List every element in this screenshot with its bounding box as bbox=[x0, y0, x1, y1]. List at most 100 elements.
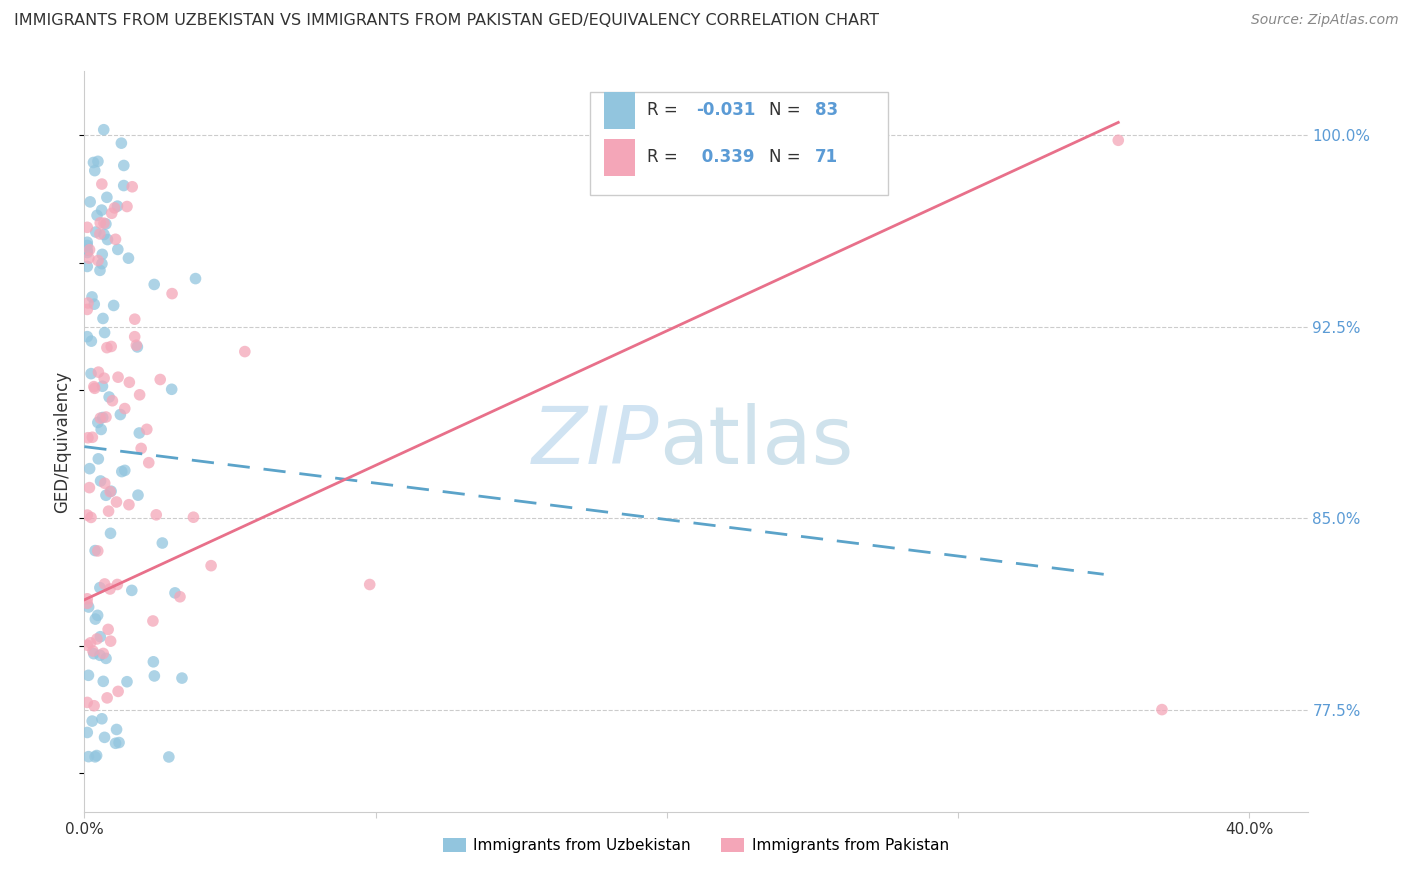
FancyBboxPatch shape bbox=[605, 92, 636, 128]
Point bbox=[107, 199, 129, 213]
Point bbox=[83, 698, 105, 713]
Point bbox=[77, 668, 100, 682]
Text: R =: R = bbox=[647, 148, 683, 166]
Point bbox=[100, 634, 122, 648]
Point bbox=[98, 484, 121, 499]
Point bbox=[145, 508, 167, 522]
Point bbox=[115, 674, 138, 689]
Point bbox=[89, 411, 111, 425]
Text: N =: N = bbox=[769, 148, 806, 166]
Point bbox=[105, 577, 128, 591]
Point bbox=[105, 723, 128, 737]
Point bbox=[142, 655, 165, 669]
Point bbox=[76, 695, 98, 709]
Point bbox=[97, 623, 120, 637]
Point bbox=[76, 508, 98, 522]
Point bbox=[87, 451, 110, 466]
Point bbox=[90, 257, 112, 271]
Point bbox=[94, 217, 117, 231]
Point bbox=[79, 636, 101, 650]
Point bbox=[121, 179, 143, 194]
Point bbox=[117, 251, 139, 265]
Point bbox=[160, 286, 183, 301]
Point bbox=[89, 227, 111, 241]
Point bbox=[84, 612, 107, 626]
Point bbox=[104, 232, 127, 246]
Point bbox=[183, 510, 205, 524]
Point bbox=[90, 203, 112, 218]
Point bbox=[104, 201, 127, 215]
Point bbox=[80, 510, 103, 524]
Point bbox=[93, 577, 115, 591]
Point bbox=[87, 253, 110, 268]
Point bbox=[96, 690, 118, 705]
Point bbox=[91, 410, 114, 425]
Point bbox=[82, 430, 104, 444]
Text: atlas: atlas bbox=[659, 402, 853, 481]
Text: N =: N = bbox=[769, 101, 806, 119]
Point bbox=[91, 311, 114, 326]
Point bbox=[157, 750, 180, 764]
Point bbox=[84, 749, 107, 764]
Point bbox=[128, 388, 150, 402]
Point bbox=[76, 329, 98, 343]
Text: ZIP: ZIP bbox=[531, 402, 659, 481]
Point bbox=[170, 671, 193, 685]
Point bbox=[112, 178, 135, 193]
Point bbox=[127, 340, 149, 354]
Point bbox=[118, 376, 141, 390]
Point bbox=[77, 600, 100, 615]
Point bbox=[138, 456, 160, 470]
Text: Source: ZipAtlas.com: Source: ZipAtlas.com bbox=[1251, 13, 1399, 28]
Point bbox=[87, 416, 110, 430]
Point bbox=[105, 495, 128, 509]
Point bbox=[115, 200, 138, 214]
Point bbox=[100, 339, 122, 353]
Point bbox=[76, 302, 98, 317]
Point bbox=[84, 225, 107, 239]
Point bbox=[84, 543, 107, 558]
Point bbox=[160, 382, 183, 396]
Point bbox=[76, 245, 98, 260]
Point bbox=[93, 326, 115, 340]
Point bbox=[90, 712, 112, 726]
Point bbox=[98, 390, 121, 404]
Point bbox=[83, 381, 105, 395]
Point bbox=[87, 365, 110, 379]
Point bbox=[87, 154, 110, 169]
Point bbox=[79, 194, 101, 209]
Point bbox=[76, 220, 98, 235]
Text: R =: R = bbox=[647, 101, 683, 119]
Point bbox=[114, 401, 136, 416]
Y-axis label: GED/Equivalency: GED/Equivalency bbox=[53, 370, 72, 513]
Point bbox=[82, 714, 104, 728]
Point bbox=[118, 498, 141, 512]
Point bbox=[86, 632, 108, 646]
Point bbox=[100, 526, 122, 541]
Point bbox=[77, 431, 100, 445]
Point bbox=[1107, 133, 1129, 147]
Point bbox=[82, 644, 104, 658]
Point bbox=[80, 290, 103, 304]
Point bbox=[142, 614, 165, 628]
Point bbox=[104, 736, 127, 750]
FancyBboxPatch shape bbox=[605, 138, 636, 176]
Point bbox=[76, 591, 98, 606]
Point bbox=[76, 638, 98, 652]
Point bbox=[100, 484, 122, 499]
Text: 71: 71 bbox=[814, 148, 838, 166]
Point bbox=[94, 410, 117, 425]
Point bbox=[76, 243, 98, 257]
Point bbox=[90, 474, 112, 488]
Point bbox=[128, 425, 150, 440]
Point bbox=[184, 271, 207, 285]
Point bbox=[93, 371, 115, 385]
Point bbox=[89, 630, 111, 644]
Point bbox=[83, 297, 105, 311]
Point bbox=[127, 488, 149, 502]
Point bbox=[91, 247, 114, 261]
Point bbox=[94, 488, 117, 502]
Point bbox=[124, 329, 146, 343]
Point bbox=[76, 235, 98, 250]
Point bbox=[77, 296, 100, 310]
